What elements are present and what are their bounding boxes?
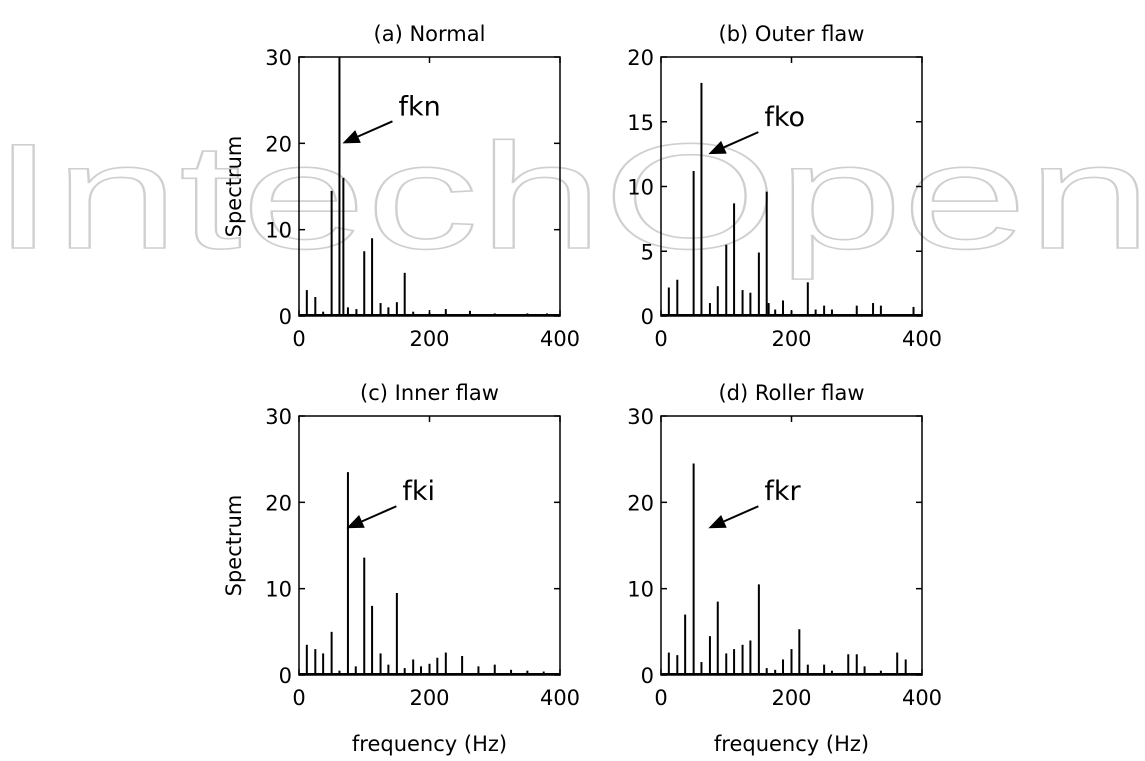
annotation-arrow-shaft	[357, 120, 393, 138]
x-tick-label: 0	[654, 686, 667, 710]
y-tick-label: 20	[265, 491, 292, 515]
y-tick-label: 15	[627, 111, 654, 135]
y-tick-label: 0	[279, 305, 292, 329]
x-tick-label: 400	[902, 686, 942, 710]
annotation-arrow-head	[346, 514, 365, 529]
annotation-label: fki	[402, 476, 435, 507]
x-tick-label: 0	[654, 327, 667, 351]
annotation-label: fkr	[764, 476, 801, 507]
y-tick-label: 10	[265, 578, 292, 602]
annotation-arrow-head	[708, 514, 727, 529]
subplot-3: (c) Inner flaw 0 10 20 30 0 200 400 Spectrum freq…	[222, 381, 580, 756]
annotation-arrow-head	[342, 130, 361, 144]
x-axis-label: frequency (Hz)	[714, 732, 869, 756]
y-tick-label: 10	[265, 219, 292, 243]
x-tick-label: 200	[771, 686, 811, 710]
x-tick-label: 400	[540, 327, 580, 351]
y-tick-label: 10	[627, 176, 654, 200]
y-axis-label: Spectrum	[222, 495, 246, 597]
y-tick-label: 0	[641, 305, 654, 329]
subplot-title: (a) Normal	[374, 22, 486, 46]
annotation-label: fko	[764, 102, 805, 133]
annotation-arrow-shaft	[723, 131, 759, 149]
subplot-4: (d) Roller flaw 0 10 20 30 0 200 400 frequency (…	[627, 381, 942, 756]
watermark-text: IntechOpen	[0, 112, 1145, 280]
annotation-arrow-head	[708, 140, 727, 155]
subplot-title: (c) Inner flaw	[360, 381, 499, 405]
x-tick-label: 0	[292, 327, 305, 351]
x-tick-label: 400	[540, 686, 580, 710]
y-tick-label: 5	[641, 240, 654, 264]
y-tick-label: 0	[279, 664, 292, 688]
x-tick-label: 200	[409, 686, 449, 710]
y-tick-label: 20	[627, 46, 654, 70]
x-axis-label: frequency (Hz)	[352, 732, 507, 756]
y-tick-label: 20	[627, 491, 654, 515]
plot-frame	[298, 415, 561, 676]
plot-frame	[660, 56, 923, 317]
annotation-arrow-shaft	[361, 505, 397, 523]
y-axis-label: Spectrum	[222, 136, 246, 238]
subplot-1: (a) Normal 0 10 20 30 0 200 400 Spectrum fkn	[222, 22, 580, 351]
plot-frame	[660, 415, 923, 676]
subplot-title: (b) Outer flaw	[719, 22, 865, 46]
x-tick-label: 200	[771, 327, 811, 351]
x-tick-label: 200	[409, 327, 449, 351]
subplot-title: (d) Roller flaw	[718, 381, 864, 405]
x-tick-label: 0	[292, 686, 305, 710]
x-tick-label: 400	[902, 327, 942, 351]
annotation-label: fkn	[398, 91, 440, 122]
y-tick-label: 10	[627, 578, 654, 602]
y-tick-label: 30	[265, 46, 292, 70]
y-tick-label: 20	[265, 132, 292, 156]
annotation-arrow-shaft	[723, 505, 759, 523]
y-tick-label: 30	[627, 405, 654, 429]
y-tick-label: 30	[265, 405, 292, 429]
y-tick-label: 0	[641, 664, 654, 688]
